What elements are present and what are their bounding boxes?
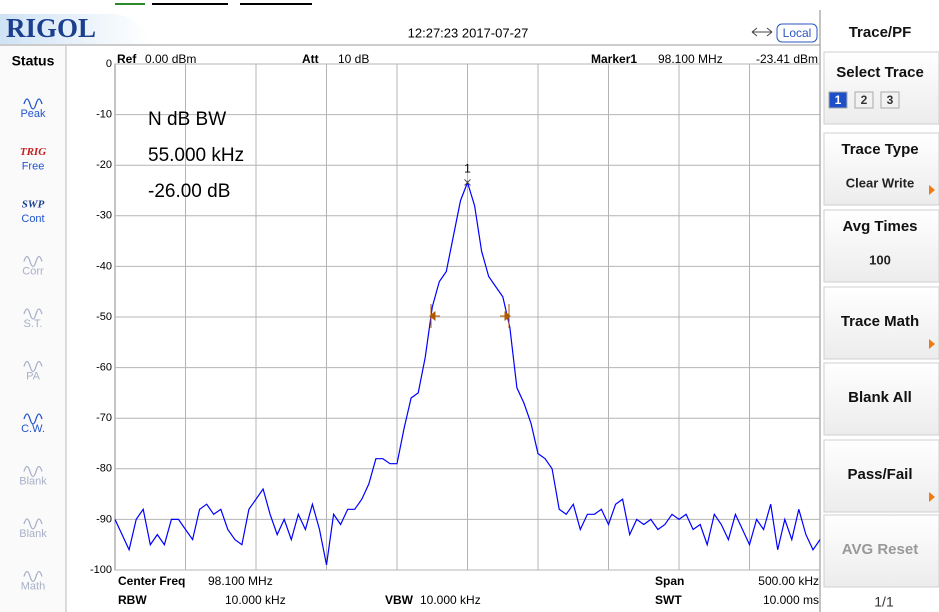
usb-icon xyxy=(751,27,773,37)
menu-button[interactable] xyxy=(823,51,939,125)
att-value: 10 dB xyxy=(338,52,369,66)
center-value: 98.100 MHz xyxy=(208,574,273,588)
y-tick-label: -40 xyxy=(96,260,112,272)
y-tick-label: -70 xyxy=(96,412,112,424)
measure-ndb: -26.00 dB xyxy=(148,181,230,202)
status-icon xyxy=(23,255,43,268)
status-icon xyxy=(23,308,43,320)
menu-label: Blank All xyxy=(848,389,912,406)
menu-label: Avg Times xyxy=(842,218,917,235)
marker-freq: 98.100 MHz xyxy=(658,52,723,66)
menu-page: 1/1 xyxy=(874,594,894,610)
menu-label: Trace Math xyxy=(841,313,919,330)
menu-button[interactable] xyxy=(823,439,939,513)
measure-title: N dB BW xyxy=(148,109,226,130)
menu-button[interactable] xyxy=(823,286,939,360)
datetime: 12:27:23 2017-07-27 xyxy=(408,25,529,40)
menu-value: 100 xyxy=(869,252,891,267)
span-label: Span xyxy=(655,574,684,588)
status-label: C.W. xyxy=(21,423,45,435)
submenu-arrow xyxy=(929,339,935,349)
status-icon xyxy=(23,518,43,530)
status-title: Status xyxy=(12,53,55,69)
y-tick-label: -30 xyxy=(96,210,112,222)
att-label: Att xyxy=(302,52,319,66)
menu-button[interactable] xyxy=(823,209,939,283)
logo-backdrop xyxy=(0,14,150,44)
ref-label: Ref xyxy=(117,52,137,66)
status-label: S.T. xyxy=(24,318,43,330)
status-label: Math xyxy=(21,580,45,592)
trace-option[interactable] xyxy=(880,91,900,109)
trace-option-label: 1 xyxy=(835,93,842,107)
status-label: PA xyxy=(26,370,41,382)
swt-value: 10.000 ms xyxy=(763,593,819,607)
status-icon xyxy=(23,98,43,110)
menu-label: Select Trace xyxy=(836,64,924,81)
ndb-right-arrow xyxy=(500,304,511,328)
status-icon xyxy=(23,570,43,583)
marker-number: 1 xyxy=(464,162,471,176)
status-top: SWP xyxy=(22,199,45,211)
marker-label: Marker1 xyxy=(591,52,637,66)
local-label: Local xyxy=(783,26,812,40)
menu-button[interactable] xyxy=(823,362,939,436)
trace-option-label: 3 xyxy=(887,93,894,107)
rbw-value: 10.000 kHz xyxy=(225,593,286,607)
y-tick-label: -100 xyxy=(90,564,112,576)
menu-button[interactable] xyxy=(823,132,939,206)
logo: RIGOL xyxy=(6,13,96,43)
peak-marker xyxy=(464,179,471,186)
status-top: TRIG xyxy=(20,146,46,158)
swt-label: SWT xyxy=(655,593,682,607)
trace-option[interactable] xyxy=(828,91,848,109)
status-icon xyxy=(23,465,43,478)
vbw-value: 10.000 kHz xyxy=(420,593,481,607)
menu-button[interactable] xyxy=(823,514,939,588)
status-label: Corr xyxy=(22,265,44,277)
menu-title: Trace/PF xyxy=(849,24,912,41)
y-tick-label: -60 xyxy=(96,362,112,374)
y-tick-label: 0 xyxy=(106,58,112,70)
ndb-left-arrow xyxy=(429,304,440,328)
status-label: Blank xyxy=(19,475,47,487)
status-label: Blank xyxy=(19,528,47,540)
status-label: Free xyxy=(22,160,45,172)
y-tick-label: -50 xyxy=(96,311,112,323)
menu-value: Clear Write xyxy=(846,175,914,190)
status-panel xyxy=(0,46,66,612)
y-tick-label: -20 xyxy=(96,159,112,171)
center-label: Center Freq xyxy=(118,574,185,588)
trace-option-label: 2 xyxy=(861,93,868,107)
status-label: Cont xyxy=(21,213,44,225)
local-button[interactable] xyxy=(776,23,818,43)
status-label: Peak xyxy=(20,108,46,120)
vbw-label: VBW xyxy=(385,593,414,607)
y-tick-label: -10 xyxy=(96,109,112,121)
span-value: 500.00 kHz xyxy=(758,574,819,588)
marker-level: -23.41 dBm xyxy=(756,52,818,66)
menu-label: AVG Reset xyxy=(842,541,918,558)
rbw-label: RBW xyxy=(118,593,147,607)
status-icon xyxy=(23,413,43,425)
ref-value: 0.00 dBm xyxy=(145,52,196,66)
measure-bandwidth: 55.000 kHz xyxy=(148,145,244,166)
y-tick-label: -80 xyxy=(96,463,112,475)
submenu-arrow xyxy=(929,185,935,195)
menu-label: Pass/Fail xyxy=(847,466,912,483)
menu-label: Trace Type xyxy=(841,141,918,158)
submenu-arrow xyxy=(929,492,935,502)
status-icon xyxy=(23,360,43,373)
y-tick-label: -90 xyxy=(96,513,112,525)
trace-option[interactable] xyxy=(854,91,874,109)
